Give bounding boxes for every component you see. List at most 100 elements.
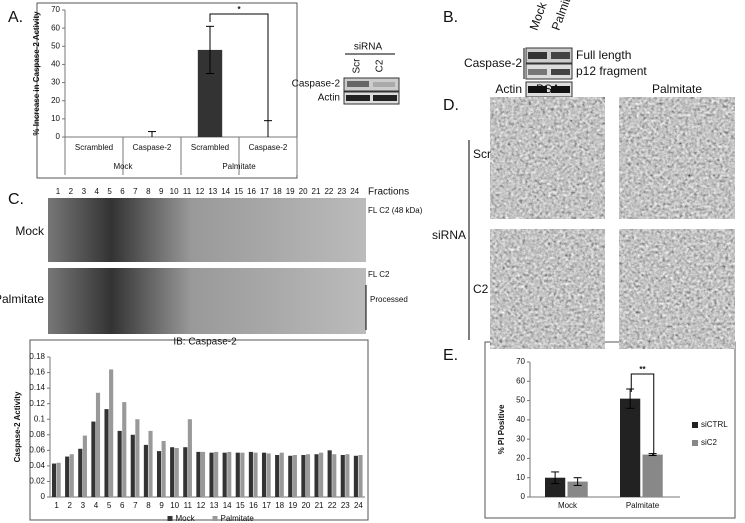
- y-tick-label: 20: [516, 454, 525, 463]
- significance-bracket: [630, 373, 655, 455]
- x-tick-label: 14: [223, 501, 232, 510]
- fraction-label: 2: [69, 187, 74, 196]
- micrograph: [490, 97, 605, 219]
- x-tick-label: 20: [301, 501, 310, 510]
- blot: [525, 63, 573, 80]
- fraction-label: 7: [133, 187, 138, 196]
- legend-swatch: [212, 516, 218, 521]
- protein-label: Caspase-2: [464, 56, 522, 70]
- x-tick-label: Scrambled: [191, 143, 229, 152]
- bar: [209, 452, 214, 497]
- bar: [65, 456, 70, 497]
- x-tick-label: 23: [341, 501, 350, 510]
- bar: [567, 481, 588, 497]
- y-tick-label: 0.16: [29, 368, 45, 377]
- row-label: Actin: [318, 93, 340, 104]
- y-tick-label: 30: [51, 78, 60, 87]
- error-bar: [573, 477, 582, 486]
- fraction-label: 18: [273, 187, 282, 196]
- fraction-label: 12: [195, 187, 204, 196]
- error-bar: [626, 388, 635, 409]
- band: [551, 52, 570, 59]
- x-tick-label: 17: [262, 501, 271, 510]
- row-label: Palmitate: [0, 292, 44, 306]
- fraction-label: 22: [324, 187, 333, 196]
- fraction-label: 17: [260, 187, 269, 196]
- y-tick-label: 0.12: [29, 399, 45, 408]
- band: [346, 95, 370, 101]
- band: [551, 69, 570, 75]
- legend-swatch: [167, 516, 173, 521]
- fraction-label: 5: [107, 187, 112, 196]
- y-tick-label: 0: [41, 492, 46, 501]
- row-label: Mock: [15, 224, 45, 238]
- error-bar: [551, 471, 560, 484]
- x-tick-label: Palmitate: [626, 501, 660, 510]
- bar: [358, 455, 363, 497]
- panel-label: B.: [443, 9, 458, 26]
- bar: [345, 454, 350, 497]
- bar: [117, 430, 122, 497]
- y-tick-label: 60: [516, 376, 525, 385]
- bar: [642, 454, 663, 497]
- band-label: FL C2: [368, 270, 390, 279]
- x-tick-label: Mock: [558, 501, 578, 510]
- legend-swatch: [692, 440, 698, 446]
- error-bar: [148, 131, 156, 137]
- fraction-label: 3: [82, 187, 87, 196]
- band: [373, 82, 395, 87]
- legend-swatch: [692, 422, 698, 428]
- group-label: Mock: [113, 162, 133, 171]
- bar: [261, 452, 267, 497]
- x-tick-label: 4: [94, 501, 99, 510]
- x-tick-label: Caspase-2: [249, 143, 288, 152]
- fraction-label: 21: [312, 187, 321, 196]
- bar: [156, 451, 162, 497]
- bar: [174, 448, 179, 497]
- row-label: Caspase-2: [292, 79, 341, 90]
- legend-label: Mock: [176, 514, 196, 523]
- bar: [200, 451, 206, 497]
- bar: [314, 454, 319, 497]
- micrograph: [619, 97, 735, 219]
- bar: [51, 463, 57, 497]
- bar: [104, 409, 109, 497]
- fraction-label: 6: [120, 187, 125, 196]
- band-label: FL C2 (48 kDa): [368, 206, 423, 215]
- bar: [288, 455, 293, 497]
- fraction-label: 13: [208, 187, 217, 196]
- bar: [222, 452, 227, 497]
- y-tick-label: 0.06: [29, 445, 45, 454]
- error-bar: [206, 25, 214, 74]
- blot: [48, 198, 366, 262]
- significance-bracket: [209, 13, 269, 128]
- bar: [275, 455, 280, 497]
- band-label: p12 fragment: [576, 64, 647, 78]
- chart-frame: [484, 341, 736, 519]
- bar: [266, 453, 271, 497]
- x-tick-label: 21: [315, 501, 324, 510]
- bar: [91, 421, 96, 497]
- bar: [340, 455, 345, 497]
- y-tick-label: 50: [51, 41, 60, 50]
- y-tick-label: 60: [51, 23, 60, 32]
- fraction-label: 10: [170, 187, 179, 196]
- bar: [214, 451, 219, 497]
- row-label: Scr: [473, 147, 491, 161]
- micrograph: [490, 229, 605, 349]
- x-tick-label: 2: [67, 501, 72, 510]
- lane-label: Palmitate: [549, 0, 579, 32]
- bar: [301, 455, 306, 497]
- panel-label: C.: [8, 191, 24, 208]
- band: [347, 81, 369, 87]
- y-tick-label: 30: [516, 434, 525, 443]
- x-tick-label: 6: [120, 501, 125, 510]
- chart-frame: [36, 2, 298, 179]
- micrograph: [619, 229, 735, 349]
- x-tick-label: 12: [196, 501, 205, 510]
- bar: [196, 451, 201, 497]
- y-tick-label: 0.18: [29, 352, 45, 361]
- panel-label: D.: [443, 97, 459, 114]
- bar: [78, 448, 83, 497]
